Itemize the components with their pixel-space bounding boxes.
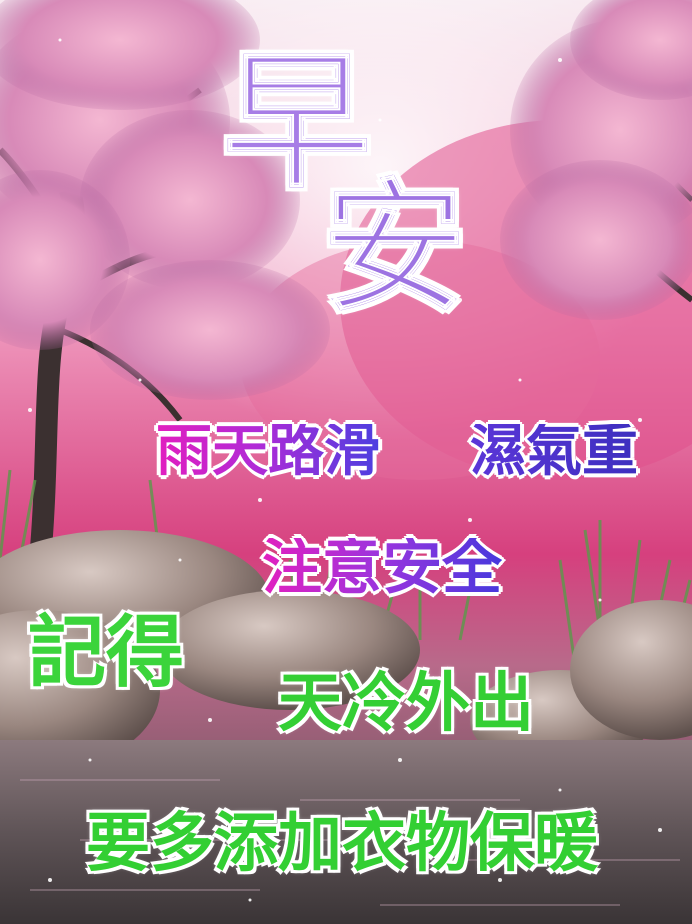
cherry-blossom-tree-icon (0, 0, 330, 561)
warm-clothes-text: 要多添加衣物保暖 (86, 807, 598, 881)
water-icon (0, 740, 692, 924)
safety-text: 注意安全 (262, 533, 502, 603)
sparkles (28, 38, 662, 902)
rock-icon (0, 530, 692, 770)
greeting-zao: 早 (221, 36, 373, 210)
cold-out-text: 天冷外出 (278, 667, 534, 741)
remember-text: 記得 (28, 608, 185, 698)
rain-road-text: 雨天路滑 (156, 419, 380, 484)
cherry-blossom-tree-icon (500, 0, 692, 320)
humidity-text: 濕氣重 (470, 419, 638, 484)
water-reflection (20, 779, 680, 906)
greeting-an: 安 (321, 164, 468, 333)
